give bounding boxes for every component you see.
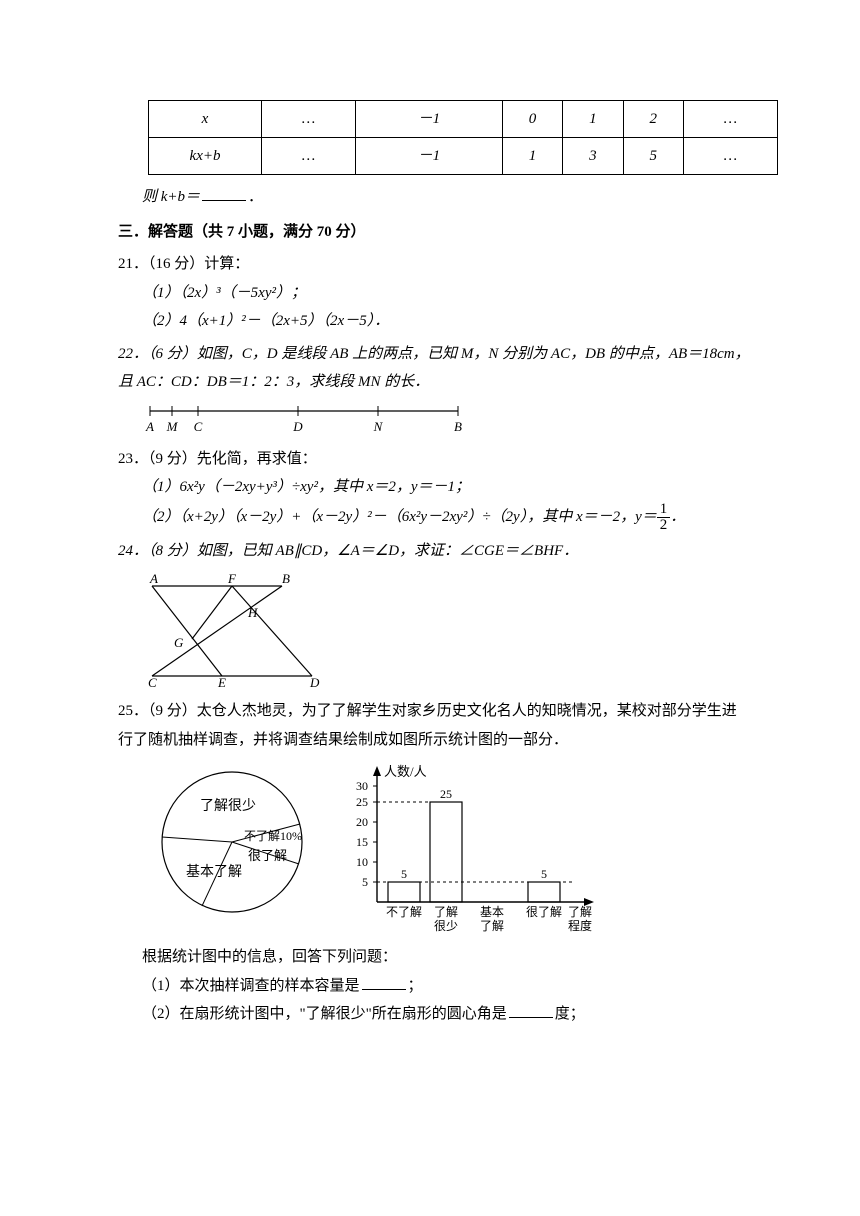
svg-text:B: B bbox=[282, 571, 290, 586]
q24-text: 24．（8 分）如图，已知 AB∥CD，∠A＝∠D，求证：∠CGE＝∠BHF． bbox=[118, 537, 750, 566]
cell: … bbox=[683, 101, 777, 138]
svg-text:5: 5 bbox=[401, 867, 407, 881]
svg-text:25: 25 bbox=[440, 787, 452, 801]
pie-chart: 了解很少 不了解10% 很了解 基本了解 bbox=[142, 762, 322, 922]
svg-text:不了解10%: 不了解10% bbox=[244, 829, 302, 843]
svg-text:A: A bbox=[149, 571, 158, 586]
svg-text:15: 15 bbox=[356, 835, 368, 849]
blank-field bbox=[202, 185, 246, 201]
svg-text:N: N bbox=[373, 419, 384, 434]
data-table: x … －1 0 1 2 … kx+b … －1 1 3 5 … bbox=[148, 100, 778, 175]
cell: 1 bbox=[563, 101, 623, 138]
blank-field bbox=[362, 974, 406, 990]
q25-part2: （2）在扇形统计图中，"了解很少"所在扇形的圆心角是 度； bbox=[142, 1000, 750, 1029]
fraction: 12 bbox=[657, 502, 671, 533]
cell: … bbox=[262, 101, 356, 138]
q25-charts: 了解很少 不了解10% 很了解 基本了解 人数/人 5 10 15 20 25 … bbox=[142, 762, 750, 937]
svg-text:基本: 基本 bbox=[480, 905, 504, 919]
q23-p2-tail: ． bbox=[670, 508, 685, 524]
svg-text:F: F bbox=[227, 571, 237, 586]
question-22: 22．（6 分）如图，C，D 是线段 AB 上的两点，已知 M，N 分别为 AC… bbox=[118, 340, 750, 439]
cell: 5 bbox=[623, 138, 683, 175]
question-25: 25．（9 分）太仓人杰地灵，为了了解学生对家乡历史文化名人的知晓情况，某校对部… bbox=[118, 697, 750, 1029]
svg-text:20: 20 bbox=[356, 815, 368, 829]
svg-text:不了解: 不了解 bbox=[386, 905, 422, 919]
svg-text:了解: 了解 bbox=[568, 905, 592, 919]
cell: －1 bbox=[356, 101, 503, 138]
cell: 3 bbox=[563, 138, 623, 175]
svg-text:G: G bbox=[174, 635, 184, 650]
q21-part2: （2）4（x+1）²－（2x+5）（2x－5）． bbox=[142, 307, 750, 336]
cell: x bbox=[149, 101, 262, 138]
svg-text:5: 5 bbox=[362, 875, 368, 889]
svg-text:E: E bbox=[217, 675, 226, 690]
svg-text:很了解: 很了解 bbox=[248, 848, 287, 863]
q23-part2: （2）（x+2y）（x－2y）+（x－2y）²－（6x²y－2xy²）÷（2y）… bbox=[142, 502, 750, 533]
svg-text:程度: 程度 bbox=[568, 918, 592, 933]
cell: 1 bbox=[502, 138, 562, 175]
cell: kx+b bbox=[149, 138, 262, 175]
section-heading: 三．解答题（共 7 小题，满分 70 分） bbox=[118, 218, 750, 247]
bar-chart: 人数/人 5 10 15 20 25 30 5 25 5 不了解 bbox=[342, 762, 602, 937]
svg-text:人数/人: 人数/人 bbox=[384, 764, 427, 779]
q25-instruction: 根据统计图中的信息，回答下列问题： bbox=[142, 943, 750, 972]
table-row: x … －1 0 1 2 … bbox=[149, 101, 778, 138]
q25-part1: （1）本次抽样调查的样本容量是 ； bbox=[142, 972, 750, 1001]
cell: 0 bbox=[502, 101, 562, 138]
text: 则 k+b＝ bbox=[142, 189, 200, 205]
svg-text:D: D bbox=[309, 675, 320, 690]
cell: … bbox=[683, 138, 777, 175]
svg-text:5: 5 bbox=[541, 867, 547, 881]
svg-text:C: C bbox=[148, 675, 157, 690]
q23-head: 23．（9 分）先化简，再求值： bbox=[118, 445, 750, 474]
q25-p1-tail: ； bbox=[408, 978, 423, 994]
cell: －1 bbox=[356, 138, 503, 175]
svg-text:很了解: 很了解 bbox=[526, 905, 562, 919]
svg-text:A: A bbox=[145, 419, 154, 434]
q21-head: 21．（16 分）计算： bbox=[118, 250, 750, 279]
cell: 2 bbox=[623, 101, 683, 138]
question-24: 24．（8 分）如图，已知 AB∥CD，∠A＝∠D，求证：∠CGE＝∠BHF． … bbox=[118, 537, 750, 692]
svg-text:H: H bbox=[247, 605, 258, 620]
svg-text:D: D bbox=[292, 419, 303, 434]
question-23: 23．（9 分）先化简，再求值： （1）6x²y（－2xy+y³）÷xy²，其中… bbox=[118, 445, 750, 533]
svg-text:30: 30 bbox=[356, 779, 368, 793]
q22-figure: A M C D N B bbox=[142, 403, 750, 439]
question-21: 21．（16 分）计算： （1）（2x）³（－5xy²）； （2）4（x+1）²… bbox=[118, 250, 750, 336]
q25-p1-text: （1）本次抽样调查的样本容量是 bbox=[142, 978, 360, 994]
line-segment-diagram: A M C D N B bbox=[142, 403, 472, 439]
q22-text: 22．（6 分）如图，C，D 是线段 AB 上的两点，已知 M，N 分别为 AC… bbox=[118, 340, 750, 397]
q25-p2-tail: 度； bbox=[555, 1006, 585, 1022]
svg-text:很少: 很少 bbox=[434, 919, 458, 933]
q25-p2-text: （2）在扇形统计图中，"了解很少"所在扇形的圆心角是 bbox=[142, 1006, 507, 1022]
q25-head: 25．（9 分）太仓人杰地灵，为了了解学生对家乡历史文化名人的知晓情况，某校对部… bbox=[118, 697, 750, 754]
svg-text:25: 25 bbox=[356, 795, 368, 809]
q22-content: 22．（6 分）如图，C，D 是线段 AB 上的两点，已知 M，N 分别为 AC… bbox=[118, 346, 750, 391]
svg-text:C: C bbox=[194, 419, 203, 434]
svg-text:了解很少: 了解很少 bbox=[200, 798, 256, 814]
parallel-lines-diagram: A F B H G C E D bbox=[142, 571, 322, 691]
cell: … bbox=[262, 138, 356, 175]
q23-part1: （1）6x²y（－2xy+y³）÷xy²，其中 x＝2，y＝－1； bbox=[142, 473, 750, 502]
svg-text:了解: 了解 bbox=[480, 919, 504, 933]
svg-text:B: B bbox=[454, 419, 462, 434]
blank-field bbox=[509, 1002, 553, 1018]
q23-p2-text: （2）（x+2y）（x－2y）+（x－2y）²－（6x²y－2xy²）÷（2y）… bbox=[142, 508, 657, 524]
q24-figure: A F B H G C E D bbox=[142, 571, 750, 691]
svg-text:了解: 了解 bbox=[434, 905, 458, 919]
svg-text:基本了解: 基本了解 bbox=[186, 863, 242, 880]
q21-part1: （1）（2x）³（－5xy²）； bbox=[142, 279, 750, 308]
table-followup: 则 k+b＝． bbox=[142, 183, 750, 212]
svg-text:M: M bbox=[166, 419, 179, 434]
svg-text:10: 10 bbox=[356, 855, 368, 869]
table-row: kx+b … －1 1 3 5 … bbox=[149, 138, 778, 175]
